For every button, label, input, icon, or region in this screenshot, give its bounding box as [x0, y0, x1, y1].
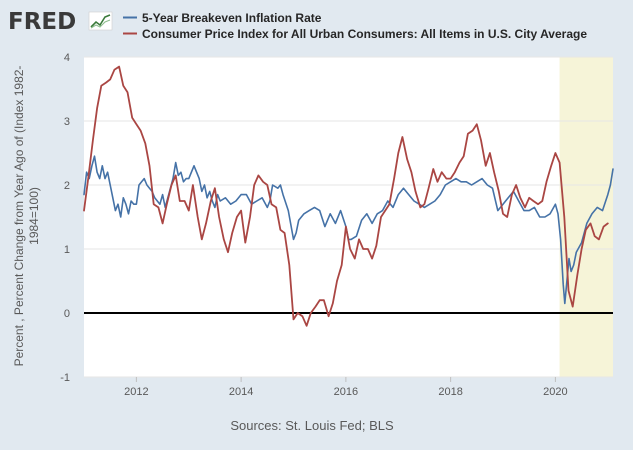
x-tick-label: 2012	[124, 386, 148, 398]
series-layer	[83, 65, 614, 327]
y-tick-label: 0	[64, 308, 70, 320]
fred-logo-text: FRED	[8, 9, 76, 35]
x-tick-label: 2020	[543, 386, 567, 398]
legend-label-breakeven: 5-Year Breakeven Inflation Rate	[142, 11, 322, 25]
y-axis-title: Percent , Percent Change from Year Ago o…	[12, 66, 41, 367]
series-line-cpi[interactable]	[83, 65, 609, 327]
chart-logo-icon	[88, 11, 113, 31]
y-axis-title-line-2: 1984=100)	[27, 187, 41, 245]
source-text: Sources: St. Louis Fed; BLS	[230, 418, 394, 433]
series-line-breakeven[interactable]	[83, 155, 614, 305]
recession-shading	[559, 57, 613, 377]
plot-area	[84, 57, 613, 377]
y-axis-title-line-1: Percent , Percent Change from Year Ago o…	[12, 66, 26, 367]
y-tick-label: -1	[60, 372, 70, 384]
x-tick-label: 2014	[229, 386, 253, 398]
legend-item-breakeven[interactable]: 5-Year Breakeven Inflation Rate	[123, 11, 322, 25]
legend-item-cpi[interactable]: Consumer Price Index for All Urban Consu…	[123, 27, 587, 41]
x-tick-label: 2016	[334, 386, 358, 398]
y-axis-ticks: -1 0 1 2 3 4	[60, 52, 70, 384]
y-tick-label: 4	[64, 52, 70, 64]
x-tick-label: 2018	[438, 386, 462, 398]
y-tick-label: 2	[64, 180, 70, 192]
y-tick-label: 3	[64, 116, 70, 128]
y-tick-label: 1	[64, 244, 70, 256]
x-axis-ticks: 2012 2014 2016 2018 2020	[124, 377, 568, 398]
fred-logo[interactable]: FRED	[8, 9, 113, 35]
legend-label-cpi: Consumer Price Index for All Urban Consu…	[142, 27, 587, 41]
legend: 5-Year Breakeven Inflation Rate Consumer…	[123, 11, 587, 41]
